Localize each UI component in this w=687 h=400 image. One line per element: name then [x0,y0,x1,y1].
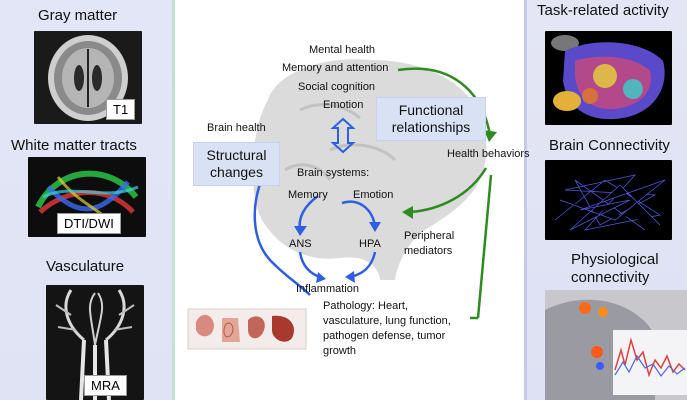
emotion-label: Emotion [353,189,394,201]
task-activity-image [545,31,672,125]
health-behaviors-label: Health behaviors [447,148,530,160]
mental-health-label: Mental health [309,44,376,56]
memory-attention-label: Memory and attention [282,62,389,74]
dti-badge: DTI/DWI [57,213,121,234]
right-divider [524,0,527,400]
functional-relationships-box: Functional relationships [376,97,486,141]
hpa-label: HPA [359,238,381,250]
brain-health-label: Brain health [207,122,266,134]
white-matter-title: White matter tracts [11,137,137,154]
structural-changes-label: Structural changes [206,147,267,180]
task-activity-title: Task-related activity [537,2,669,19]
inflammation-label: Inflammation [296,283,359,295]
brain-systems-label: Brain systems: [297,167,370,179]
mra-badge: MRA [84,375,127,396]
peripheral-label: Peripheral [404,230,455,242]
emotion-top-label: Emotion [323,99,364,111]
pathology-line-2: vasculature, lung function, [323,315,451,327]
pathology-line-4: growth [323,345,357,357]
functional-relationships-label: Functional relationships [391,102,471,135]
physio-title-line2: connectivity [571,269,650,286]
brain-connectivity-title: Brain Connectivity [549,137,670,154]
structural-changes-box: Structural changes [193,142,280,186]
physio-title-line1: Physiological [571,251,659,268]
gray-matter-title: Gray matter [38,7,118,24]
physiological-connectivity-image [545,290,687,400]
brain-connectivity-image [545,160,672,240]
pathology-line-3: pathogen defense, tumor [323,330,446,342]
vasculature-title: Vasculature [46,258,125,275]
social-cognition-label: Social cognition [298,81,376,93]
mediators-label: mediators [404,245,453,257]
pathology-line-1: Pathology: Heart, [323,300,408,312]
left-divider [172,0,175,400]
memory-label: Memory [288,189,328,201]
ans-label: ANS [289,238,312,250]
t1-badge: T1 [106,99,136,120]
